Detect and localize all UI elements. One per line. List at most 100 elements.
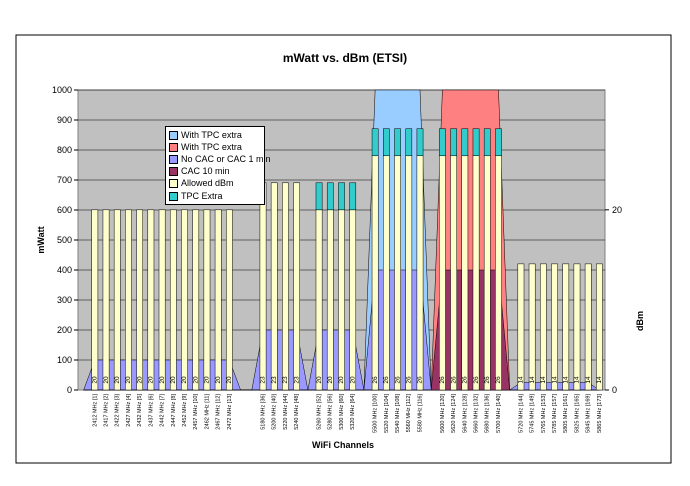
bar-data-label: 20 <box>338 376 345 384</box>
bar-allowed-dbm <box>136 209 144 391</box>
bar-allowed-dbm <box>315 209 323 391</box>
bar-data-label: 23 <box>282 376 289 384</box>
bar-tpc-extra <box>394 128 401 157</box>
x-tick-label: 5720 MHz [144] <box>518 394 524 433</box>
x-tick-label: 5745 MHz [149] <box>530 394 536 433</box>
bar-allowed-dbm <box>169 209 177 391</box>
bar-tpc-extra <box>416 128 424 157</box>
x-tick-label: 5580 MHz [116] <box>417 394 423 433</box>
bar-data-label: 26 <box>495 376 502 384</box>
bar-data-label: 23 <box>293 376 300 384</box>
legend-item: TPC Extra <box>169 190 261 202</box>
bar-data-label: 26 <box>450 376 457 384</box>
x-tick-label: 2472 MHz [13] <box>227 394 233 430</box>
bar-data-label: 26 <box>394 376 401 384</box>
x-tick-label: 5320 MHz [64] <box>350 394 356 430</box>
x-tick-label: 5805 MHz [161] <box>563 394 569 433</box>
y-tick-label: 500 <box>57 235 72 245</box>
bar-data-label: 20 <box>226 376 233 384</box>
bar-data-label: 26 <box>473 376 480 384</box>
bar-data-label: 20 <box>114 376 121 384</box>
bar-allowed-dbm <box>338 209 345 391</box>
bar-data-label: 14 <box>551 376 558 384</box>
legend-item: Allowed dBm <box>169 178 261 190</box>
bar-data-label: 20 <box>103 376 110 384</box>
bar-tpc-extra <box>405 128 413 157</box>
bar-allowed-dbm <box>472 155 480 391</box>
x-tick-label: 5765 MHz [153] <box>541 394 547 433</box>
x-tick-label: 5600 MHz [120] <box>440 394 446 433</box>
bar-allowed-dbm <box>282 182 289 391</box>
legend-swatch <box>169 167 178 177</box>
bar-tpc-extra <box>472 128 480 157</box>
y-tick-label: 300 <box>57 295 72 305</box>
bar-allowed-dbm <box>270 182 278 391</box>
x-tick-label: 5845 MHz [169] <box>586 394 592 433</box>
bar-data-label: 14 <box>540 376 547 384</box>
bar-data-label: 20 <box>327 376 334 384</box>
x-tick-label: 5300 MHz [60] <box>339 394 345 430</box>
bar-allowed-dbm <box>147 209 155 391</box>
y2-tick-label: 0 <box>612 385 617 395</box>
x-tick-label: 2447 MHz [8] <box>171 394 177 427</box>
bar-allowed-dbm <box>483 155 491 391</box>
bar-data-label: 26 <box>372 376 379 384</box>
bar-data-label: 20 <box>92 376 99 384</box>
bar-allowed-dbm <box>125 209 132 391</box>
bar-data-label: 14 <box>529 376 536 384</box>
legend-item: With TPC extra <box>169 129 261 141</box>
y-tick-label: 900 <box>57 115 72 125</box>
bar-data-label: 20 <box>316 376 323 384</box>
bar-tpc-extra <box>315 182 323 211</box>
x-tick-label: 5240 MHz [48] <box>294 394 300 430</box>
x-tick-label: 5260 MHz [52] <box>317 394 323 430</box>
bar-tpc-extra <box>483 128 491 157</box>
x-tick-label: 5200 MHz [40] <box>272 394 278 430</box>
x-tick-label: 5700 MHz [140] <box>496 394 502 433</box>
bar-data-label: 26 <box>484 376 491 384</box>
bar-allowed-dbm <box>226 209 233 391</box>
y-tick-label: 100 <box>57 355 72 365</box>
y-tick-label: 0 <box>67 385 72 395</box>
legend-swatch <box>169 142 178 152</box>
bar-data-label: 20 <box>148 376 155 384</box>
x-tick-label: 5560 MHz [112] <box>406 394 412 433</box>
legend-label: TPC Extra <box>181 190 223 201</box>
bar-allowed-dbm <box>573 263 581 391</box>
bar-data-label: 14 <box>585 376 592 384</box>
x-tick-label: 2457 MHz [10] <box>193 394 199 430</box>
x-tick-label: 5500 MHz [100] <box>373 394 379 433</box>
y2-axis-label: dBm <box>635 311 645 331</box>
bar-allowed-dbm <box>349 209 357 391</box>
bar-tpc-extra <box>383 128 390 157</box>
x-tick-label: 5280 MHz [56] <box>328 394 334 430</box>
bar-allowed-dbm <box>405 155 413 391</box>
bar-allowed-dbm <box>326 209 334 391</box>
bar-allowed-dbm <box>551 263 558 391</box>
x-tick-label: 2452 MHz [9] <box>182 394 188 427</box>
x-tick-label: 5680 MHz [136] <box>485 394 491 433</box>
bar-allowed-dbm <box>383 155 390 391</box>
bar-data-label: 20 <box>349 376 356 384</box>
bar-allowed-dbm <box>517 263 525 391</box>
bar-data-label: 20 <box>215 376 222 384</box>
bar-allowed-dbm <box>181 209 188 391</box>
legend-swatch <box>169 130 178 140</box>
bar-tpc-extra <box>439 128 446 157</box>
bar-data-label: 20 <box>159 376 166 384</box>
bar-allowed-dbm <box>293 182 300 391</box>
y-tick-label: 400 <box>57 265 72 275</box>
legend: With TPC extra With TPC extra No CAC or … <box>165 126 271 206</box>
bar-allowed-dbm <box>495 155 502 391</box>
bar-allowed-dbm <box>562 263 570 391</box>
x-tick-label: 5180 MHz [36] <box>260 394 266 430</box>
x-axis-label: WiFi Channels <box>312 440 374 450</box>
bar-data-label: 23 <box>260 376 267 384</box>
x-tick-label: 2467 MHz [12] <box>216 394 222 430</box>
y-axis-label: mWatt <box>36 226 46 253</box>
chart-title: mWatt vs. dBm (ETSI) <box>283 51 407 65</box>
bar-allowed-dbm <box>461 155 469 391</box>
bar-data-label: 20 <box>125 376 132 384</box>
bar-allowed-dbm <box>584 263 592 391</box>
